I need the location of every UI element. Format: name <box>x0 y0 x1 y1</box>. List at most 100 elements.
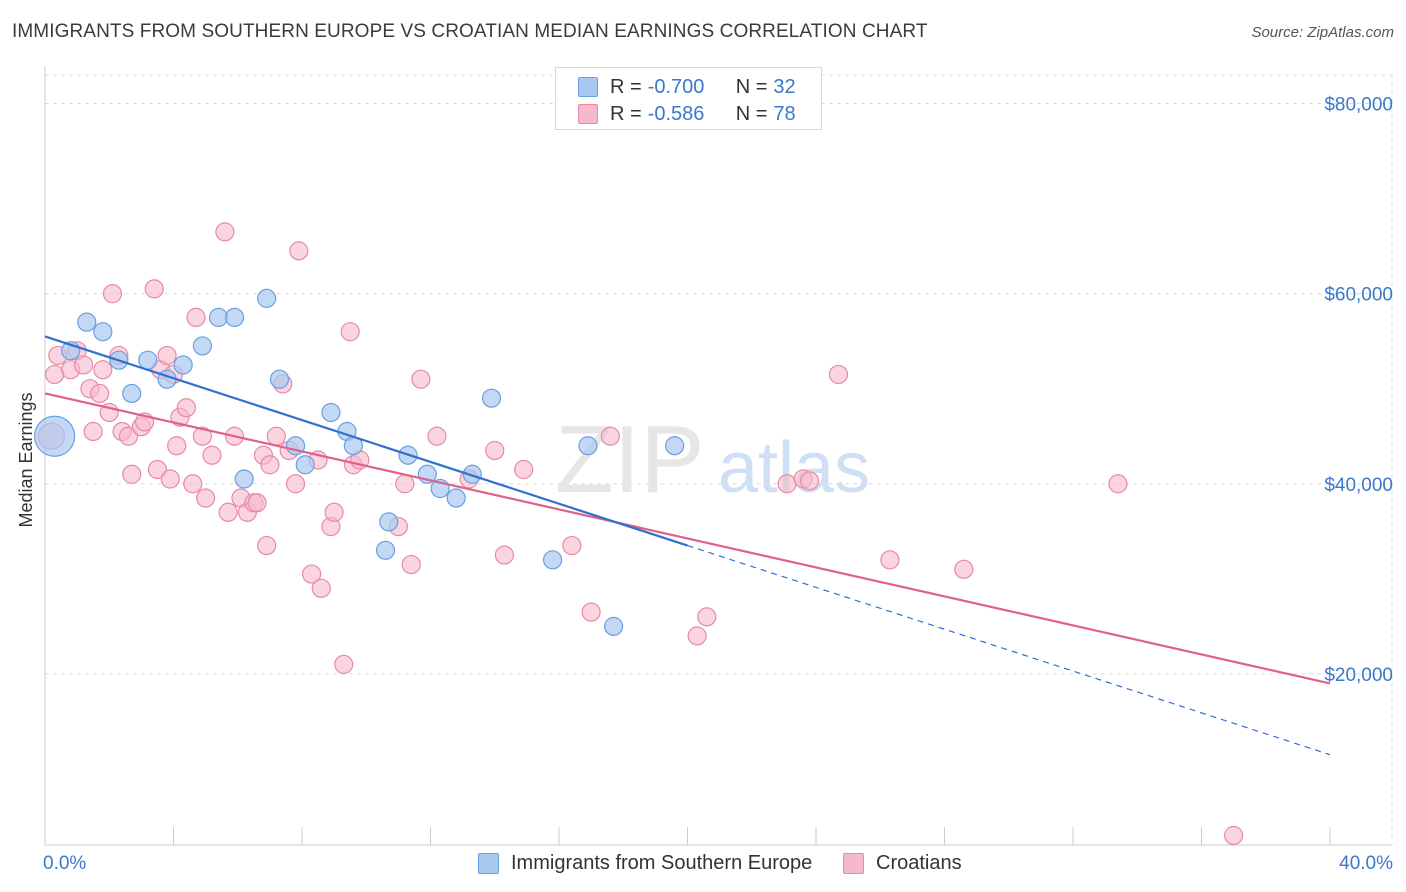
immigrants-point <box>34 415 76 457</box>
x-tick-label: 0.0% <box>43 853 86 874</box>
croatians-point <box>118 426 139 446</box>
immigrants-points <box>34 288 685 636</box>
croatians-point <box>954 559 974 579</box>
immigrants-point <box>122 383 142 404</box>
croatians-point <box>122 464 142 484</box>
r-value: -0.700 <box>647 75 705 98</box>
immigrants-point <box>321 402 341 423</box>
croatians-point <box>687 626 707 646</box>
y-tick-label: $20,000 <box>1324 665 1393 686</box>
immigrants-point <box>234 469 254 489</box>
croatians-point <box>340 322 360 342</box>
croatians-point <box>157 345 177 366</box>
croatians-point <box>215 222 235 242</box>
immigrants-trend-line <box>44 335 688 547</box>
croatians-point <box>192 426 213 446</box>
croatians-point <box>302 564 322 584</box>
immigrants-point <box>375 540 396 560</box>
croatians-point <box>311 578 331 598</box>
watermark-atlas: atlas <box>718 428 870 508</box>
croatians-point <box>828 364 849 385</box>
croatians-point <box>147 459 168 480</box>
croatians-point <box>777 474 797 494</box>
legend-item-immigrants[interactable]: Immigrants from Southern Europe <box>478 852 812 875</box>
croatians-point <box>285 474 306 494</box>
blue-swatch <box>478 853 499 874</box>
y-tick-label: $40,000 <box>1324 475 1393 496</box>
source-label: Source: ZipAtlas.com <box>1251 24 1394 41</box>
x-tick-label: 40.0% <box>1339 853 1393 874</box>
croatians-trend-line <box>44 392 1331 685</box>
immigrants-point <box>224 307 245 328</box>
immigrants-point <box>257 288 277 308</box>
n-value: 32 <box>773 75 796 98</box>
croatians-point <box>411 369 431 389</box>
croatians-point <box>334 654 354 674</box>
immigrants-point <box>173 355 193 375</box>
immigrants-point <box>138 350 158 370</box>
axes <box>44 66 1392 846</box>
r-label: R = <box>610 102 642 125</box>
croatians-point <box>324 502 344 522</box>
croatians-point <box>1224 825 1244 846</box>
croatians-point <box>401 554 421 575</box>
croatians-point <box>1108 474 1128 494</box>
croatians-point <box>83 421 103 442</box>
croatians-point <box>485 440 505 461</box>
y-tick-label: $80,000 <box>1324 95 1393 116</box>
r-label: R = <box>610 75 642 98</box>
blue-swatch <box>578 77 598 97</box>
croatians-point <box>514 459 534 480</box>
immigrants-point <box>77 312 97 332</box>
immigrants-point <box>665 436 685 456</box>
chart-title: IMMIGRANTS FROM SOUTHERN EUROPE VS CROAT… <box>12 21 928 42</box>
immigrants-point <box>604 616 624 636</box>
croatians-point <box>257 535 277 556</box>
croatians-point <box>102 284 123 304</box>
n-label: N = <box>735 75 768 98</box>
immigrants-point <box>578 436 598 456</box>
immigrants-point <box>208 307 229 328</box>
croatians-point <box>93 360 113 380</box>
croatians-point <box>494 545 514 565</box>
stats-row-immigrants: R = -0.700 N = 32 <box>578 75 796 99</box>
stats-row-croatians: R = -0.586 N = 78 <box>578 102 796 126</box>
croatians-point <box>266 426 286 446</box>
immigrants-point <box>192 336 213 356</box>
immigrants-point <box>379 512 399 532</box>
croatians-point <box>600 426 621 446</box>
croatians-point <box>218 502 238 522</box>
legend-label: Immigrants from Southern Europe <box>511 852 813 874</box>
r-value: -0.586 <box>647 102 705 125</box>
immigrants-point <box>481 388 502 408</box>
y-tick-label: $60,000 <box>1324 285 1393 306</box>
croatians-point <box>562 535 582 556</box>
croatians-point <box>183 474 203 494</box>
croatians-point <box>395 474 415 494</box>
croatians-point <box>880 550 900 570</box>
n-label: N = <box>735 102 768 125</box>
tick-labels: $20,000 $40,000 $60,000 $80,000 0.0% 40.0% <box>43 95 1393 874</box>
croatians-point <box>581 602 601 622</box>
stats-legend: R = -0.700 N = 32 R = -0.586 N = 78 <box>555 67 822 130</box>
immigrants-trend-extension <box>687 544 1331 756</box>
croatians-point <box>289 241 309 261</box>
croatians-point <box>186 307 206 328</box>
immigrants-point <box>295 455 315 475</box>
croatians-point <box>167 436 187 456</box>
watermark-zip: ZIP <box>555 406 704 513</box>
croatians-point <box>73 355 94 375</box>
n-value: 78 <box>773 102 796 125</box>
croatians-point <box>176 398 196 418</box>
legend-label: Croatians <box>876 852 962 874</box>
immigrants-point <box>542 550 563 570</box>
immigrants-point <box>446 488 466 508</box>
pink-swatch <box>578 104 598 124</box>
immigrants-point <box>269 369 290 389</box>
watermark: ZIP atlas <box>555 406 870 513</box>
croatians-point <box>799 471 820 491</box>
croatians-point <box>160 469 180 489</box>
legend-item-croatians[interactable]: Croatians <box>843 852 962 875</box>
croatians-point <box>427 426 447 446</box>
